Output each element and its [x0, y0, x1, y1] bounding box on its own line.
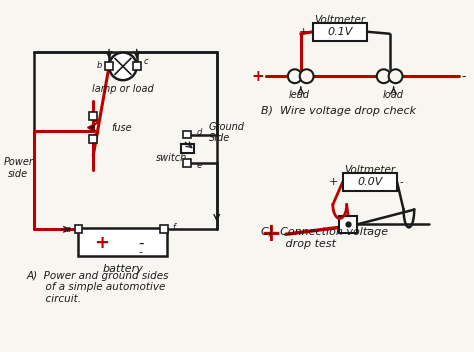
Bar [89, 136, 97, 143]
Bar [313, 23, 367, 41]
Text: +: + [251, 69, 264, 84]
Bar [160, 225, 168, 233]
Bar [133, 62, 141, 70]
Bar [105, 62, 113, 70]
Bar [74, 225, 82, 233]
Text: -: - [462, 70, 466, 83]
Text: -: - [400, 177, 403, 187]
Text: +: + [261, 222, 282, 246]
Text: lead: lead [288, 90, 309, 100]
Text: d: d [196, 128, 201, 137]
Text: b: b [97, 61, 102, 70]
Text: +: + [94, 234, 109, 252]
Text: e: e [196, 161, 201, 170]
Bar [339, 215, 357, 233]
Bar [183, 131, 191, 138]
Text: C)  Connection voltage
       drop test: C) Connection voltage drop test [261, 227, 388, 249]
Text: -: - [138, 236, 144, 251]
Bar [183, 159, 191, 167]
Circle shape [389, 69, 402, 83]
Circle shape [377, 69, 391, 83]
Text: Power
side: Power side [3, 157, 33, 179]
Bar [343, 173, 397, 191]
Circle shape [109, 52, 137, 80]
Bar [89, 112, 97, 120]
Text: a: a [66, 225, 71, 234]
Text: +: + [299, 27, 308, 37]
Text: lamp or load: lamp or load [92, 84, 154, 94]
Text: A)  Power and ground sides
      of a simple automotive
      circuit.: A) Power and ground sides of a simple au… [26, 271, 169, 304]
Text: switch: switch [155, 153, 187, 163]
Text: Ground
Side: Ground Side [209, 122, 245, 143]
Text: +: + [328, 177, 338, 187]
Text: Voltmeter: Voltmeter [315, 15, 366, 25]
Text: Voltmeter: Voltmeter [344, 165, 395, 175]
Text: B)  Wire voltage drop check: B) Wire voltage drop check [261, 106, 416, 116]
Text: c: c [143, 57, 148, 66]
Bar [181, 144, 193, 153]
Text: -: - [139, 247, 143, 257]
Text: 0.1V: 0.1V [328, 27, 353, 37]
Circle shape [300, 69, 314, 83]
Text: fuse: fuse [111, 122, 132, 133]
Text: load: load [383, 90, 404, 100]
Text: battery: battery [102, 264, 143, 274]
Text: f: f [173, 223, 176, 232]
Text: -: - [366, 223, 370, 236]
Text: -: - [370, 27, 374, 37]
Bar [79, 228, 167, 256]
Text: 0.0V: 0.0V [357, 177, 383, 187]
Circle shape [288, 69, 302, 83]
